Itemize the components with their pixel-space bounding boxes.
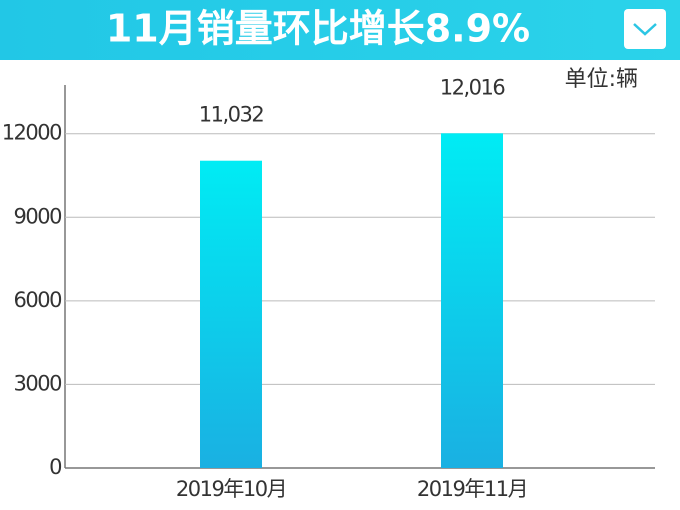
- y-tick-label: 3000: [14, 371, 62, 395]
- chart-title: 11月销量环比增长8.9%: [106, 7, 530, 51]
- y-tick-label: 6000: [14, 288, 62, 312]
- value-label: 12,016: [440, 75, 506, 99]
- title-banner: [0, 0, 680, 60]
- bar: [441, 133, 503, 468]
- y-tick-label: 9000: [14, 204, 62, 228]
- x-tick-label: 2019年11月: [417, 477, 527, 501]
- bar: [200, 160, 262, 468]
- y-tick-label: 0: [49, 455, 61, 479]
- dropdown-button[interactable]: [624, 9, 666, 49]
- unit-label: 单位:辆: [565, 67, 638, 92]
- value-label: 11,032: [199, 103, 264, 127]
- x-tick-label: 2019年10月: [176, 477, 286, 501]
- chevron-icon: [633, 23, 657, 36]
- y-tick-label: 12000: [2, 121, 61, 145]
